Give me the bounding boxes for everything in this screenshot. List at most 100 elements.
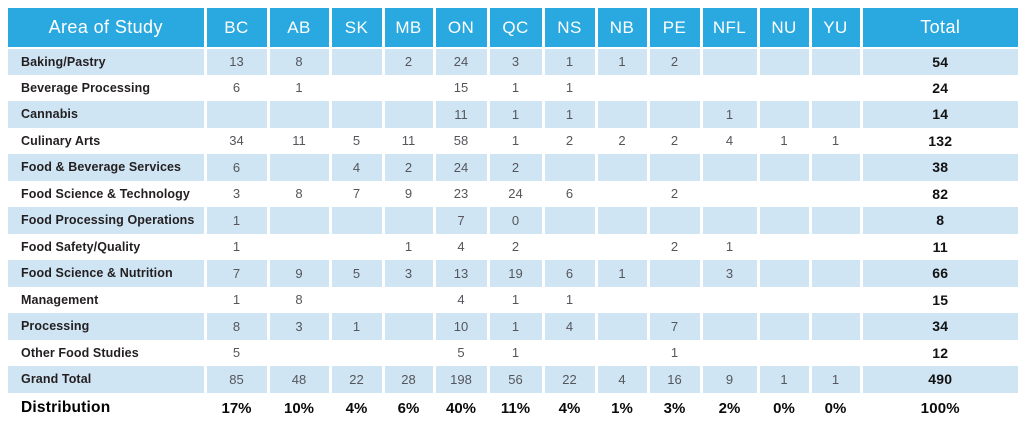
- row-label-culinary-arts: Culinary Arts: [21, 133, 101, 148]
- value-cell: [756, 313, 810, 340]
- value-cell: 4: [328, 154, 383, 181]
- value-cell: [808, 233, 861, 260]
- value-cell: [808, 48, 861, 75]
- row-label-food-processing-operations: Food Processing Operations: [8, 207, 205, 234]
- table-row: Grand Total 85 48 22 28 198 56 22 4 16 9 1 1 490: [8, 366, 1018, 393]
- value-cell: [594, 313, 648, 340]
- value-cell: [594, 286, 648, 313]
- value-cell: 8: [203, 313, 268, 340]
- value-cell: [808, 74, 861, 101]
- value-cell: 24: [486, 180, 543, 207]
- value-cell: 19: [486, 260, 543, 287]
- value-cell: 2: [646, 127, 701, 154]
- value-cell: [381, 207, 434, 234]
- value-cell: [756, 233, 810, 260]
- value-cell: 4: [594, 366, 648, 393]
- value-cell: [381, 74, 434, 101]
- value-cell: [594, 180, 648, 207]
- col-header-pe: PE: [646, 8, 701, 49]
- value-cell: [328, 48, 383, 75]
- value-cell: [328, 339, 383, 366]
- col-header-ab: AB: [266, 8, 330, 49]
- value-cell: 2: [486, 154, 543, 181]
- value-cell: 0%: [808, 392, 861, 424]
- col-header-nb: NB: [594, 8, 648, 49]
- value-cell: 1: [486, 74, 543, 101]
- value-cell: 1: [594, 48, 648, 75]
- value-cell: 6%: [381, 392, 434, 424]
- value-cell: [328, 233, 383, 260]
- value-cell: 13: [203, 48, 268, 75]
- value-cell: [594, 207, 648, 234]
- table-row: Food & Beverage Services 6 4 2 24 2 38: [8, 154, 1018, 181]
- value-cell: 1: [486, 101, 543, 128]
- row-label-food-science-technology: Food Science & Technology: [21, 186, 190, 201]
- value-cell: 1: [808, 127, 861, 154]
- value-cell: [381, 339, 434, 366]
- total-cell: 12: [859, 339, 1018, 366]
- value-cell: [594, 339, 648, 366]
- value-cell: 24: [432, 154, 488, 181]
- value-cell: 1: [699, 101, 758, 128]
- value-cell: [646, 154, 701, 181]
- row-label-baking-pastry: Baking/Pastry: [8, 48, 205, 75]
- total-cell: 82: [859, 180, 1018, 207]
- col-header-total: Total: [859, 8, 1018, 49]
- total-cell: 54: [859, 48, 1018, 75]
- row-label-food-science-nutrition: Food Science & Nutrition: [8, 260, 205, 287]
- value-cell: [699, 48, 758, 75]
- value-cell: [266, 339, 330, 366]
- value-cell: 40%: [432, 392, 488, 424]
- value-cell: 4: [432, 233, 488, 260]
- table-row: Culinary Arts 34 11 5 11 58 1 2 2 2 4 1 1 132: [8, 127, 1018, 154]
- value-cell: [541, 339, 596, 366]
- col-header-area-of-study: Area of Study: [8, 8, 205, 49]
- value-cell: 1: [699, 233, 758, 260]
- value-cell: [699, 286, 758, 313]
- value-cell: 56: [486, 366, 543, 393]
- total-cell: 8: [859, 207, 1018, 234]
- value-cell: [699, 207, 758, 234]
- total-cell: 15: [859, 286, 1018, 313]
- row-label-food-beverage-services: Food & Beverage Services: [8, 154, 205, 181]
- value-cell: 11: [381, 127, 434, 154]
- value-cell: 4: [432, 286, 488, 313]
- value-cell: 9: [381, 180, 434, 207]
- value-cell: 2: [381, 154, 434, 181]
- total-cell: 66: [859, 260, 1018, 287]
- value-cell: [756, 286, 810, 313]
- value-cell: [646, 101, 701, 128]
- value-cell: [756, 180, 810, 207]
- value-cell: 1: [203, 207, 268, 234]
- total-cell: 14: [859, 101, 1018, 128]
- col-header-yu: YU: [808, 8, 861, 49]
- table-row: Beverage Processing 6 1 15 1 1 24: [8, 74, 1018, 101]
- value-cell: [266, 207, 330, 234]
- value-cell: [808, 339, 861, 366]
- col-header-on: ON: [432, 8, 488, 49]
- value-cell: [808, 154, 861, 181]
- total-cell: 24: [859, 74, 1018, 101]
- total-cell: 34: [859, 313, 1018, 340]
- value-cell: 0: [486, 207, 543, 234]
- value-cell: [808, 207, 861, 234]
- value-cell: 1: [541, 101, 596, 128]
- table-row: Distribution 17% 10% 4% 6% 40% 11% 4% 1% 3% 2% 0% 0%…: [8, 392, 1018, 424]
- value-cell: 7: [646, 313, 701, 340]
- value-cell: [266, 233, 330, 260]
- value-cell: 1: [808, 366, 861, 393]
- value-cell: [808, 313, 861, 340]
- value-cell: 2: [646, 233, 701, 260]
- value-cell: 1: [486, 339, 543, 366]
- total-cell: 100%: [859, 392, 1018, 424]
- value-cell: 3%: [646, 392, 701, 424]
- value-cell: [756, 207, 810, 234]
- value-cell: 8: [266, 180, 330, 207]
- table-body: Baking/Pastry 13 8 2 24 3 1 1 2 54 Beverage Proces…: [8, 48, 1018, 424]
- value-cell: 0%: [756, 392, 810, 424]
- value-cell: 2%: [699, 392, 758, 424]
- col-header-bc: BC: [203, 8, 268, 49]
- row-label-grand-total: Grand Total: [8, 366, 205, 393]
- value-cell: [594, 101, 648, 128]
- value-cell: [756, 339, 810, 366]
